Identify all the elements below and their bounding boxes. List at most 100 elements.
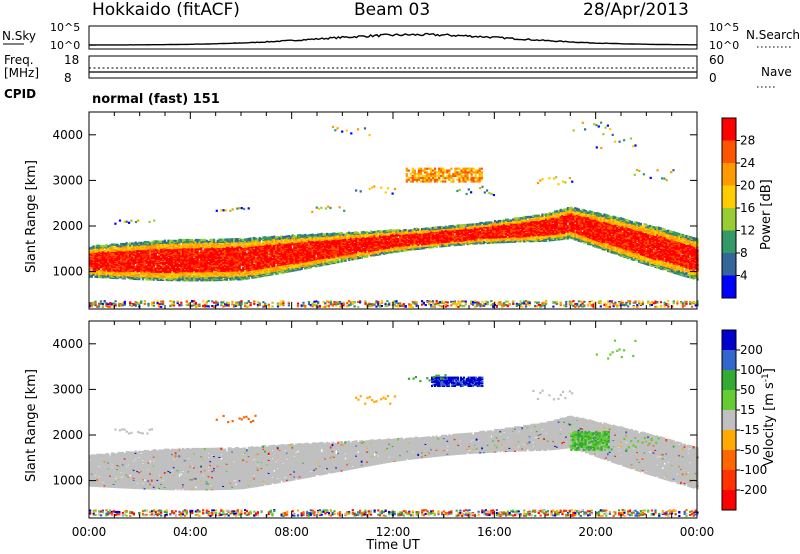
power-floor-cell xyxy=(282,304,284,306)
power-floor-cell xyxy=(324,303,326,305)
power-cell xyxy=(167,240,169,242)
power-cell xyxy=(220,239,222,241)
power-cell xyxy=(175,268,177,270)
power-floor-cell xyxy=(173,303,175,305)
freq-tick-bottom: 8 xyxy=(64,71,72,85)
power-floor-cell xyxy=(160,301,162,303)
power-floor-cell xyxy=(328,301,330,303)
power-floor-cell xyxy=(335,305,337,307)
power-cell xyxy=(198,239,200,241)
power-cell xyxy=(138,253,140,255)
power-floor-cell xyxy=(173,301,175,303)
power-floor-cell xyxy=(124,303,126,305)
power-floor-cell xyxy=(206,303,208,305)
power-floor-cell xyxy=(93,304,95,306)
nave-label: Nave xyxy=(761,65,792,79)
power-cell xyxy=(153,240,155,242)
nsky-strip: N.Sky 10^5 10^0 10^5 10^0 N.Search xyxy=(2,21,800,52)
power-floor-cell xyxy=(253,303,255,305)
power-cell xyxy=(312,241,314,243)
nsky-tick-top: 10^5 xyxy=(50,21,80,34)
power-floor-cell xyxy=(317,302,319,304)
power-cell xyxy=(266,237,268,239)
power-floor-cell xyxy=(147,305,149,307)
power-cell xyxy=(328,233,330,235)
power-floor-cell xyxy=(319,305,321,307)
power-cell xyxy=(343,234,345,236)
power-floor-cell xyxy=(107,303,109,305)
power-cell xyxy=(198,252,200,254)
power-cell xyxy=(251,275,253,277)
power-cell xyxy=(213,239,215,241)
power-cell xyxy=(191,239,193,241)
power-floor-cell xyxy=(297,303,299,305)
power-floor-cell xyxy=(109,306,111,308)
power-cell xyxy=(175,240,177,242)
power-cell xyxy=(122,246,124,248)
freq-label: Freq. xyxy=(4,53,34,67)
power-cell xyxy=(290,236,292,238)
power-floor-cell xyxy=(144,300,146,302)
power-cell xyxy=(100,245,102,247)
power-cell xyxy=(206,240,208,242)
power-floor-cell xyxy=(271,305,273,307)
power-floor-cell xyxy=(180,304,182,306)
power-cell xyxy=(237,276,239,278)
power-floor-cell xyxy=(213,306,215,308)
power-floor-cell xyxy=(346,302,348,304)
power-floor-cell xyxy=(297,305,299,307)
power-cell xyxy=(328,261,330,263)
power-floor-cell xyxy=(354,302,356,304)
power-floor-cell xyxy=(268,304,270,306)
power-floor-cell xyxy=(244,302,246,304)
power-cell xyxy=(138,274,140,276)
power-floor-cell xyxy=(220,303,222,305)
power-cell xyxy=(304,236,306,238)
power-cell xyxy=(357,252,359,254)
power-floor-cell xyxy=(253,300,255,302)
power-floor-cell xyxy=(288,302,290,304)
power-floor-cell xyxy=(328,305,330,307)
power-floor-cell xyxy=(357,306,359,308)
power-cell xyxy=(304,234,306,236)
power-cell xyxy=(100,270,102,272)
power-cell xyxy=(138,242,140,244)
power-cell xyxy=(107,268,109,270)
nave-tick-top: 60 xyxy=(709,53,724,67)
power-floor-cell xyxy=(220,301,222,303)
power-floor-cell xyxy=(264,303,266,305)
power-floor-cell xyxy=(202,300,204,302)
power-cell xyxy=(244,271,246,273)
power-cell xyxy=(184,270,186,272)
power-floor-cell xyxy=(240,303,242,305)
power-floor-cell xyxy=(308,301,310,303)
power-floor-cell xyxy=(222,302,224,304)
power-cell xyxy=(335,233,337,235)
power-cell xyxy=(184,239,186,241)
power-floor-cell xyxy=(213,302,215,304)
power-floor-cell xyxy=(244,305,246,307)
power-floor-cell xyxy=(208,305,210,307)
power-cell xyxy=(282,241,284,243)
power-cell xyxy=(160,262,162,264)
power-echoes xyxy=(89,122,699,308)
power-cell xyxy=(160,241,162,243)
power-floor-cell xyxy=(343,303,345,305)
power-floor-cell xyxy=(312,304,314,306)
power-cell xyxy=(191,275,193,277)
power-floor-cell xyxy=(357,301,359,303)
power-floor-cell xyxy=(160,306,162,308)
power-cell xyxy=(153,248,155,250)
power-cell xyxy=(297,234,299,236)
power-floor-cell xyxy=(95,301,97,303)
power-cell xyxy=(312,234,314,236)
power-floor-cell xyxy=(180,302,182,304)
power-floor-cell xyxy=(140,300,142,302)
power-floor-cell xyxy=(191,305,193,307)
power-cell xyxy=(160,266,162,268)
power-floor-cell xyxy=(198,305,200,307)
power-floor-cell xyxy=(93,302,95,304)
power-floor-cell xyxy=(98,306,100,308)
power-floor-cell xyxy=(228,305,230,307)
